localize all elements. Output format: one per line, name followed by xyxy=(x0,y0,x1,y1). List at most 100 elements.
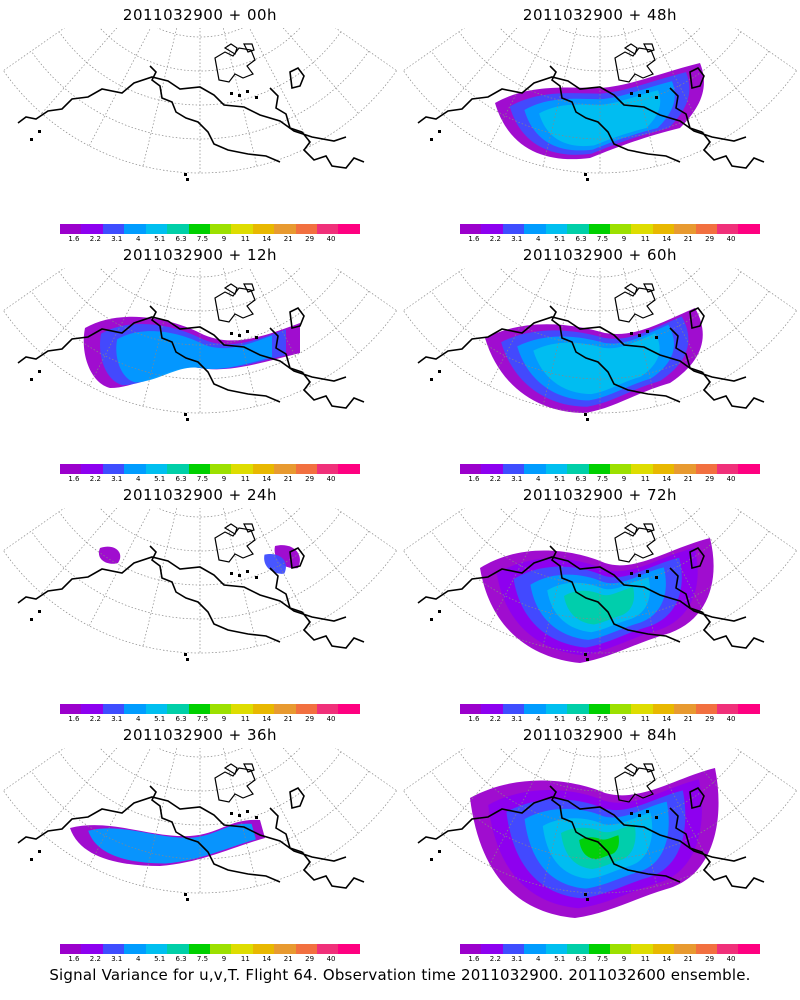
colorbar-tick-label: 7.5 xyxy=(196,475,209,483)
colorbar-tick-label: 14 xyxy=(662,715,672,723)
colorbar-segment xyxy=(209,944,232,954)
colorbar-segment xyxy=(145,464,168,474)
colorbar-tick-label: 14 xyxy=(262,235,272,243)
colorbar-segment xyxy=(609,944,632,954)
polar-stereographic-map xyxy=(3,28,397,181)
forecast-map-panel: 2011032900 + 60h 1.6 2.2 3.1 4 5.1 6.3 7.5 9 11 14… xyxy=(400,240,800,483)
figure-caption: Signal Variance for u,v,T. Flight 64. Ob… xyxy=(49,966,751,984)
colorbar-segment xyxy=(674,704,696,714)
panel-title: 2011032900 + 48h xyxy=(522,6,678,24)
colorbar-tick-label: 4 xyxy=(535,955,541,963)
colorbar-segment xyxy=(60,704,82,714)
colorbar xyxy=(460,464,760,474)
colorbar-tick-label: 7.5 xyxy=(596,715,609,723)
colorbar xyxy=(460,224,760,234)
colorbar-labels: 1.6 2.2 3.1 4 5.1 6.3 7.5 9 11 14 21 29 40 xyxy=(460,235,760,245)
colorbar-tick-label: 6.3 xyxy=(175,715,187,723)
coastline xyxy=(417,43,765,181)
polar-stereographic-map xyxy=(3,268,397,421)
panel-title: 2011032900 + 12h xyxy=(122,246,278,264)
colorbar-segment xyxy=(124,224,146,234)
colorbar-segment xyxy=(252,224,275,234)
colorbar-segment xyxy=(652,944,675,954)
signal-variance-field xyxy=(98,545,300,574)
polar-stereographic-map xyxy=(3,508,397,661)
colorbar-tick-label: 11 xyxy=(240,475,250,483)
colorbar-tick-label: 40 xyxy=(726,475,736,483)
colorbar-tick-label: 1.6 xyxy=(68,475,80,483)
colorbar-segment xyxy=(167,704,189,714)
colorbar-labels: 1.6 2.2 3.1 4 5.1 6.3 7.5 9 11 14 21 29 40 xyxy=(60,715,360,725)
colorbar-segment xyxy=(295,704,318,714)
colorbar-tick-label: 3.1 xyxy=(111,235,123,243)
colorbar-tick-label: 5.1 xyxy=(554,715,566,723)
colorbar-segment xyxy=(567,704,589,714)
colorbar-segment xyxy=(717,464,739,474)
colorbar-tick-label: 11 xyxy=(640,715,650,723)
colorbar-segment xyxy=(102,224,125,234)
colorbar-tick-label: 40 xyxy=(726,715,736,723)
colorbar-segment xyxy=(524,224,546,234)
forecast-map-panel: 2011032900 + 72h 1.6 2.2 3.1 4 5.1 6.3 7.5 9 11 14… xyxy=(400,480,800,723)
colorbar-tick-label: 5.1 xyxy=(554,955,566,963)
colorbar-segment xyxy=(695,464,718,474)
colorbar-segment xyxy=(717,224,739,234)
colorbar-segment xyxy=(609,224,632,234)
colorbar-segment xyxy=(295,464,318,474)
colorbar-segment xyxy=(738,464,760,474)
signal-variance-field xyxy=(470,768,719,918)
colorbar-segment xyxy=(317,704,339,714)
colorbar-tick-label: 2.2 xyxy=(489,715,501,723)
colorbar-segment xyxy=(460,944,482,954)
colorbar-segment xyxy=(609,464,632,474)
panel-title: 2011032900 + 72h xyxy=(522,486,678,504)
graticule xyxy=(403,28,797,174)
colorbar-tick-label: 40 xyxy=(726,955,736,963)
colorbar-segment xyxy=(588,704,610,714)
colorbar-tick-label: 4 xyxy=(135,475,141,483)
colorbar-segment xyxy=(631,704,653,714)
colorbar-segment xyxy=(231,944,253,954)
colorbar-segment xyxy=(252,944,275,954)
graticule xyxy=(3,268,397,414)
colorbar-segment xyxy=(502,464,525,474)
colorbar-segment xyxy=(252,464,275,474)
colorbar-labels: 1.6 2.2 3.1 4 5.1 6.3 7.5 9 11 14 21 29 40 xyxy=(60,955,360,965)
colorbar-tick-label: 11 xyxy=(240,715,250,723)
colorbar-tick-label: 1.6 xyxy=(468,715,480,723)
colorbar-segment xyxy=(524,704,546,714)
colorbar-segment xyxy=(338,464,360,474)
colorbar-labels: 1.6 2.2 3.1 4 5.1 6.3 7.5 9 11 14 21 29 40 xyxy=(460,475,760,485)
colorbar-segment xyxy=(81,464,103,474)
colorbar-segment xyxy=(338,944,360,954)
coastline xyxy=(17,43,365,181)
colorbar-tick-label: 29 xyxy=(705,235,715,243)
colorbar-tick-label: 7.5 xyxy=(196,715,209,723)
colorbar-tick-label: 4 xyxy=(135,235,141,243)
colorbar-segment xyxy=(674,224,696,234)
colorbar-segment xyxy=(81,704,103,714)
panel-title: 2011032900 + 84h xyxy=(522,726,678,744)
colorbar-tick-label: 9 xyxy=(621,715,627,723)
colorbar-segment xyxy=(502,224,525,234)
colorbar-segment xyxy=(631,224,653,234)
colorbar-tick-label: 1.6 xyxy=(68,235,80,243)
colorbar-tick-label: 40 xyxy=(326,235,336,243)
colorbar-segment xyxy=(60,464,82,474)
colorbar-segment xyxy=(545,224,568,234)
colorbar-tick-label: 14 xyxy=(662,475,672,483)
colorbar-tick-label: 2.2 xyxy=(89,955,101,963)
forecast-map-panel: 2011032900 + 24h 1.6 2.2 3.1 4 5.1 6.3 7.5 9 11 14… xyxy=(0,480,400,723)
colorbar-segment xyxy=(674,944,696,954)
coastline xyxy=(17,283,365,421)
colorbar-tick-label: 29 xyxy=(705,715,715,723)
colorbar-tick-label: 40 xyxy=(726,235,736,243)
colorbar-tick-label: 6.3 xyxy=(575,235,587,243)
colorbar xyxy=(460,944,760,954)
colorbar-segment xyxy=(460,224,482,234)
colorbar-tick-label: 3.1 xyxy=(511,235,523,243)
colorbar-tick-label: 29 xyxy=(705,955,715,963)
colorbar-segment xyxy=(717,704,739,714)
colorbar xyxy=(60,704,360,714)
colorbar-tick-label: 40 xyxy=(326,955,336,963)
